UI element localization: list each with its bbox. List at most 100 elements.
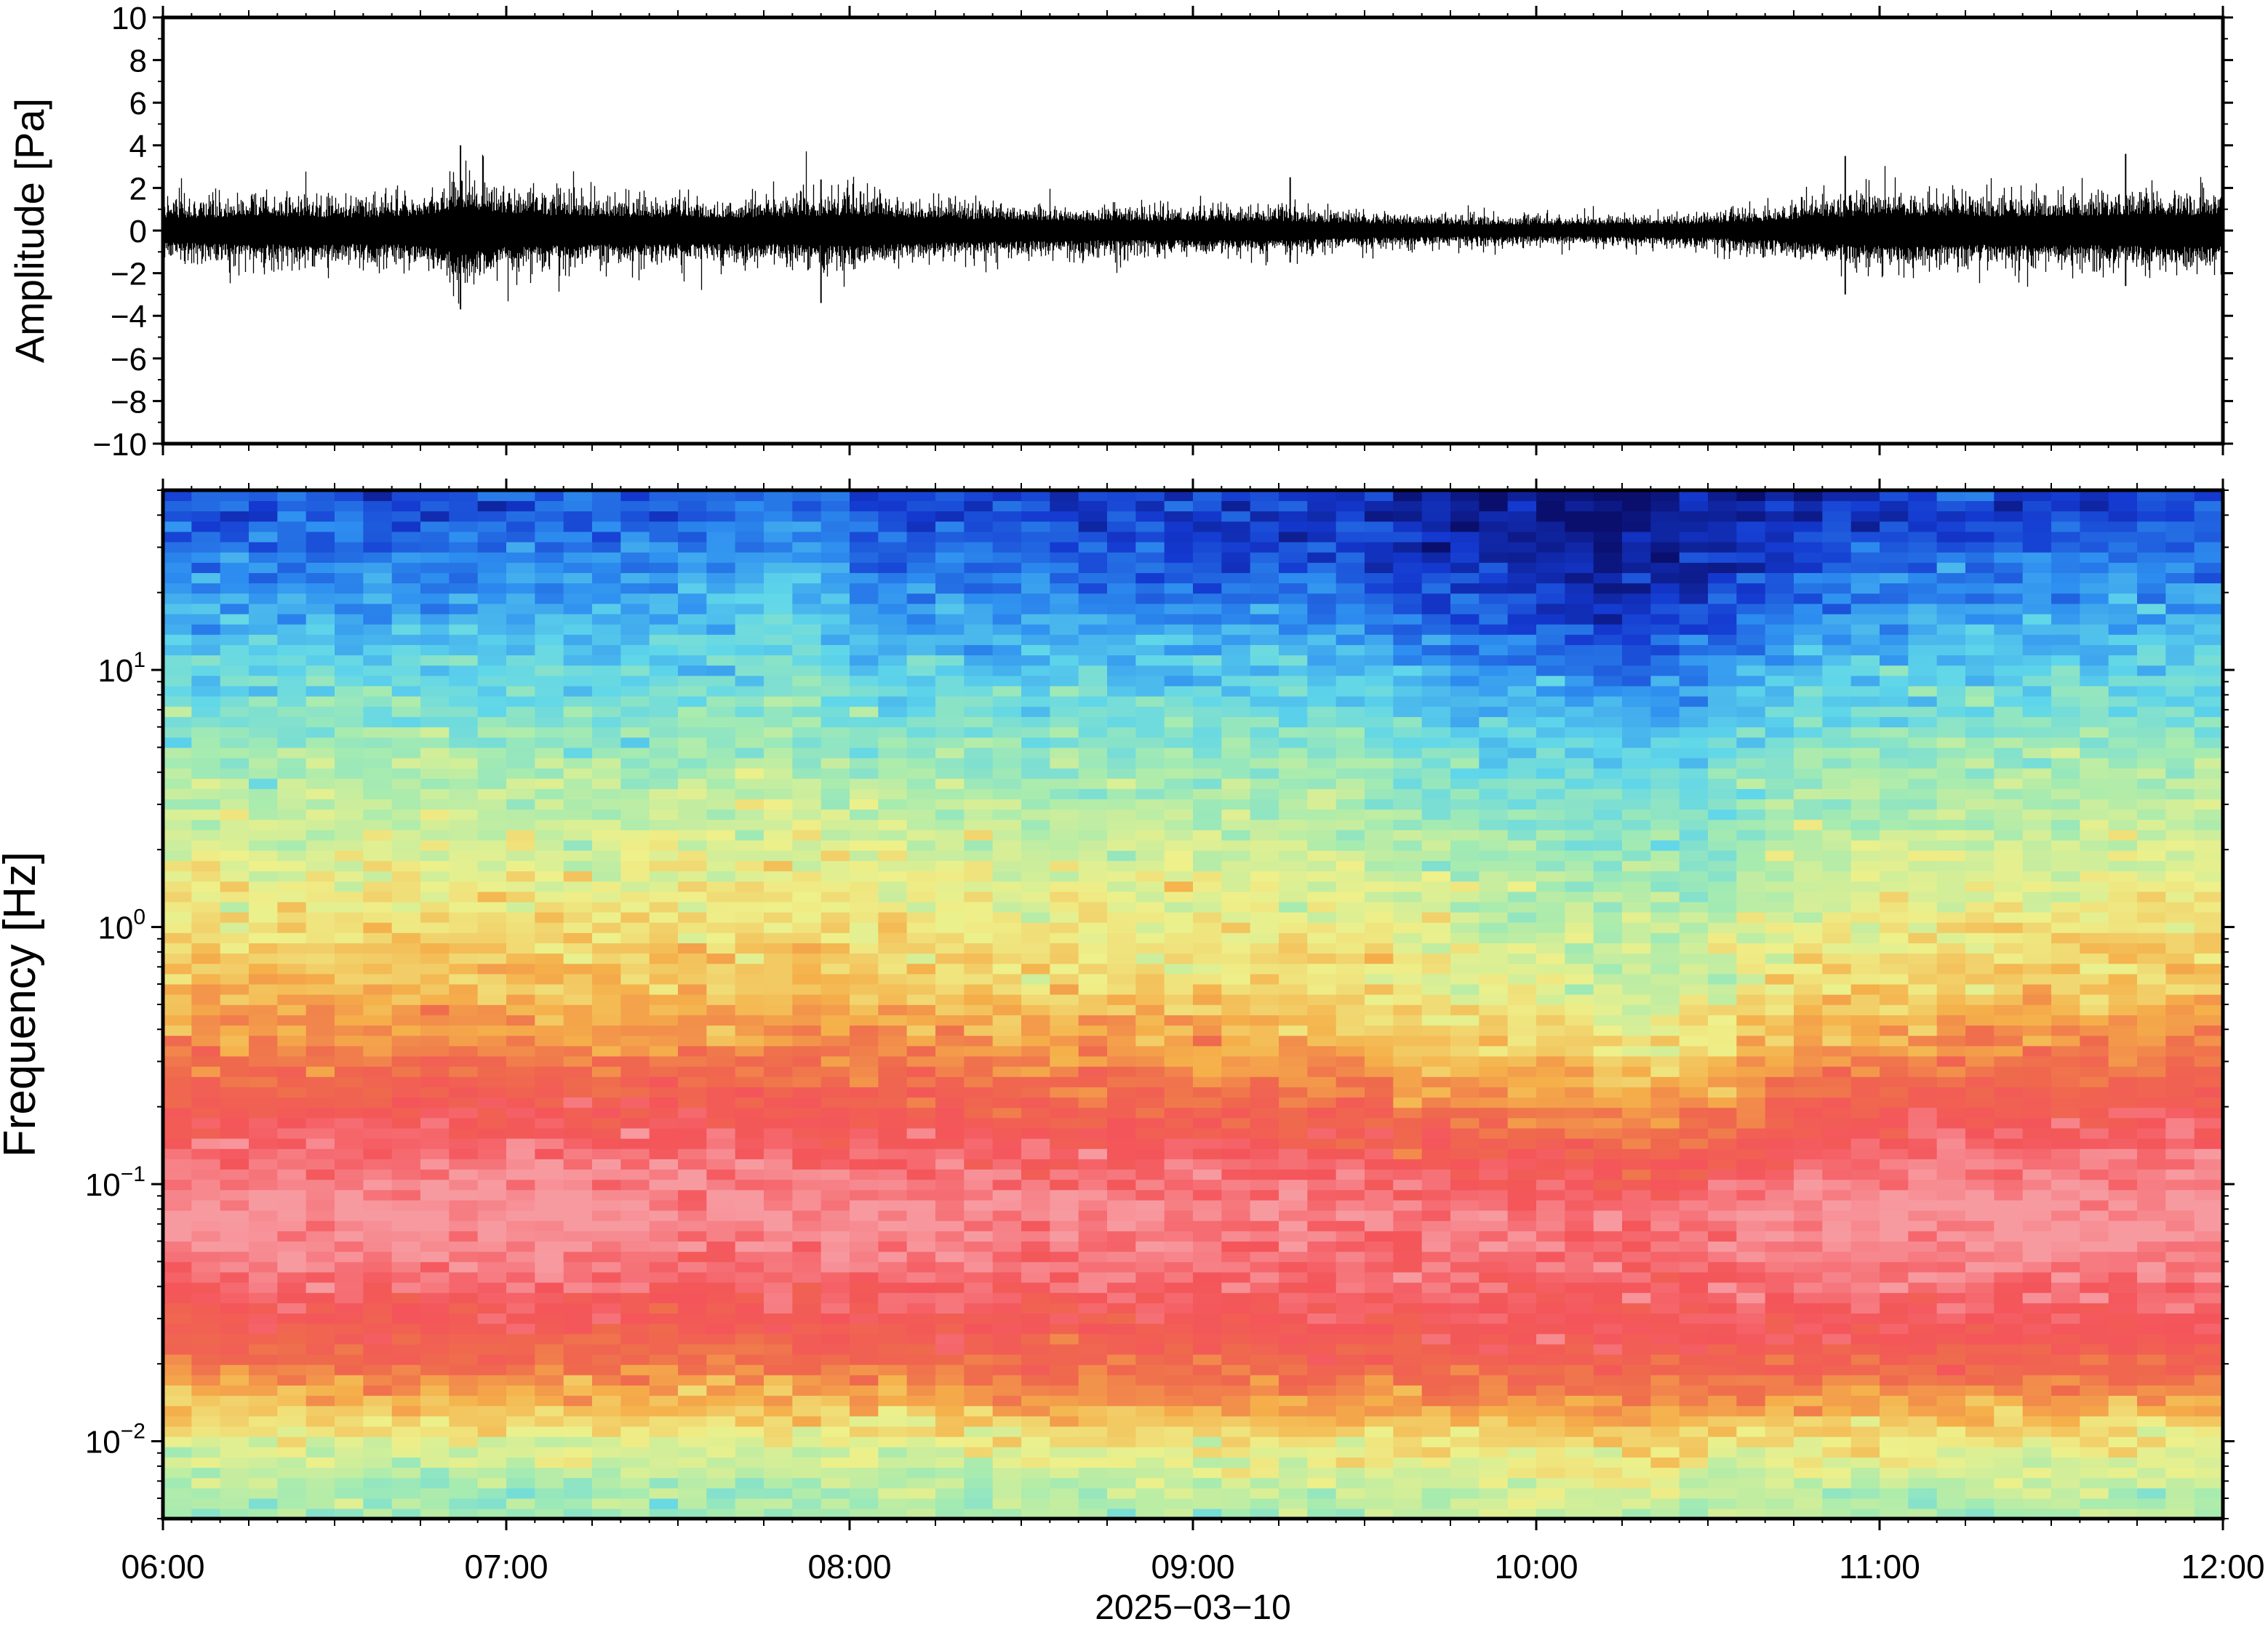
spectrogram-cell xyxy=(907,1190,936,1201)
spectrogram-cell xyxy=(420,1200,450,1211)
spectrogram-cell xyxy=(1508,1385,1537,1396)
spectrogram-cell xyxy=(191,1354,220,1365)
spectrogram-cell xyxy=(163,860,192,871)
spectrogram-cell xyxy=(678,830,707,841)
spectrogram-cell xyxy=(277,974,306,985)
spectrogram-cell xyxy=(1680,1138,1709,1149)
spectrogram-cell xyxy=(1107,1138,1136,1149)
spectrogram-cell xyxy=(478,1241,507,1252)
spectrogram-cell xyxy=(1908,1076,1937,1087)
spectrogram-cell xyxy=(249,1210,278,1221)
spectrogram-cell xyxy=(420,1436,450,1447)
spectrogram-cell xyxy=(1336,1467,1365,1478)
spectrogram-cell xyxy=(1622,974,1651,985)
spectrogram-cell xyxy=(1365,1395,1394,1406)
spectrogram-cell xyxy=(1365,1313,1394,1324)
spectrogram-cell xyxy=(821,1344,850,1355)
spectrogram-cell xyxy=(706,1498,735,1509)
spectrogram-cell xyxy=(1880,932,1909,943)
spectrogram-cell xyxy=(592,1159,621,1170)
spectrogram-cell xyxy=(1851,1231,1880,1242)
spectrogram-cell xyxy=(2165,1364,2195,1375)
spectrogram-cell xyxy=(1165,1179,1194,1190)
spectrogram-cell xyxy=(506,1015,535,1026)
spectrogram-cell xyxy=(1221,1272,1250,1283)
spectrogram-cell xyxy=(363,1046,392,1057)
spectrogram-cell xyxy=(878,1323,907,1334)
spectrogram-cell xyxy=(764,1385,793,1396)
spectrogram-cell xyxy=(1937,1046,1966,1057)
spectrogram-cell xyxy=(1880,974,1909,985)
spectrogram-cell xyxy=(449,1241,478,1252)
spectrogram-cell xyxy=(420,1128,450,1139)
spectrogram-cell xyxy=(1193,1313,1222,1324)
spectrogram-cell xyxy=(1221,1035,1250,1046)
spectrogram-cell xyxy=(1622,1477,1651,1488)
spectrogram-cell xyxy=(163,1035,192,1046)
spectrogram-cell xyxy=(1937,1364,1966,1375)
spectrogram-cell xyxy=(1021,1272,1050,1283)
spectrogram-cell xyxy=(2080,1292,2109,1303)
spectrogram-cell xyxy=(2165,1025,2195,1036)
spectrogram-cell xyxy=(1736,1138,1765,1149)
spectrogram-cell xyxy=(2165,1076,2195,1087)
spectrogram-cell xyxy=(735,994,764,1005)
spectrogram-cell xyxy=(1994,1498,2023,1509)
spectrogram-cell xyxy=(220,860,249,871)
spectrogram-cell xyxy=(1336,1046,1365,1057)
spectrogram-cell xyxy=(1794,1488,1823,1499)
spectrogram-cell xyxy=(1994,1107,2023,1118)
spectrogram-cell xyxy=(2195,1375,2224,1386)
spectrogram-cell xyxy=(1393,1148,1422,1159)
spectrogram-cell xyxy=(821,1426,850,1437)
spectrogram-cell xyxy=(993,1395,1022,1406)
spectrogram-cell xyxy=(1135,860,1165,871)
spectrogram-cell xyxy=(1680,932,1709,943)
spectrogram-cell xyxy=(2137,953,2166,964)
spectrogram-cell xyxy=(1450,1169,1480,1180)
spectrogram-cell xyxy=(1450,871,1480,882)
spectrogram-cell xyxy=(964,1416,993,1427)
spectrogram-cell xyxy=(1393,1251,1422,1262)
spectrogram-cell xyxy=(1736,1159,1765,1170)
spectrogram-cell xyxy=(678,912,707,923)
spectrogram-cell xyxy=(821,1220,850,1231)
spectrogram-cell xyxy=(706,1179,735,1190)
spectrogram-cell xyxy=(1680,891,1709,902)
spectrogram-cell xyxy=(163,1200,192,1211)
spectrogram-cell xyxy=(478,1282,507,1293)
spectrogram-cell xyxy=(1165,1035,1194,1046)
spectrogram-cell xyxy=(650,943,679,954)
spectrogram-cell xyxy=(821,1262,850,1273)
spectrogram-cell xyxy=(2137,1488,2166,1499)
spectrogram-cell xyxy=(1250,850,1279,861)
spectrogram-cell xyxy=(2195,1364,2224,1375)
spectrogram-cell xyxy=(1079,1457,1108,1468)
spectrogram-cell xyxy=(1736,1292,1765,1303)
spectrogram-cell xyxy=(1765,860,1794,871)
spectrogram-cell xyxy=(878,1179,907,1190)
spectrogram-cell xyxy=(1307,984,1336,995)
spectrogram-cell xyxy=(1307,1004,1336,1015)
spectrogram-cell xyxy=(2080,1169,2109,1180)
spectrogram-cell xyxy=(2195,1426,2224,1437)
spectrogram-cell xyxy=(1937,912,1966,923)
spectrogram-cell xyxy=(220,1179,249,1190)
spectrogram-cell xyxy=(2023,922,2052,933)
spectrogram-cell xyxy=(1565,1498,1594,1509)
spectrogram-cell xyxy=(1994,1056,2023,1067)
spectrogram-cell xyxy=(1508,1488,1537,1499)
spectrogram-cell xyxy=(420,840,450,851)
spectrogram-cell xyxy=(1765,850,1794,861)
spectrogram-cell xyxy=(220,1447,249,1458)
spectrogram-cell xyxy=(2023,1436,2052,1447)
spectrogram-cell xyxy=(1565,1457,1594,1468)
spectrogram-cell xyxy=(449,1364,478,1375)
spectrogram-cell xyxy=(1193,1426,1222,1437)
spectrogram-cell xyxy=(1135,1015,1165,1026)
spectrogram-cell xyxy=(220,840,249,851)
spectrogram-cell xyxy=(277,1251,306,1262)
spectrogram-cell xyxy=(1650,1385,1680,1396)
spectrogram-cell xyxy=(535,974,564,985)
spectrogram-cell xyxy=(964,1313,993,1324)
